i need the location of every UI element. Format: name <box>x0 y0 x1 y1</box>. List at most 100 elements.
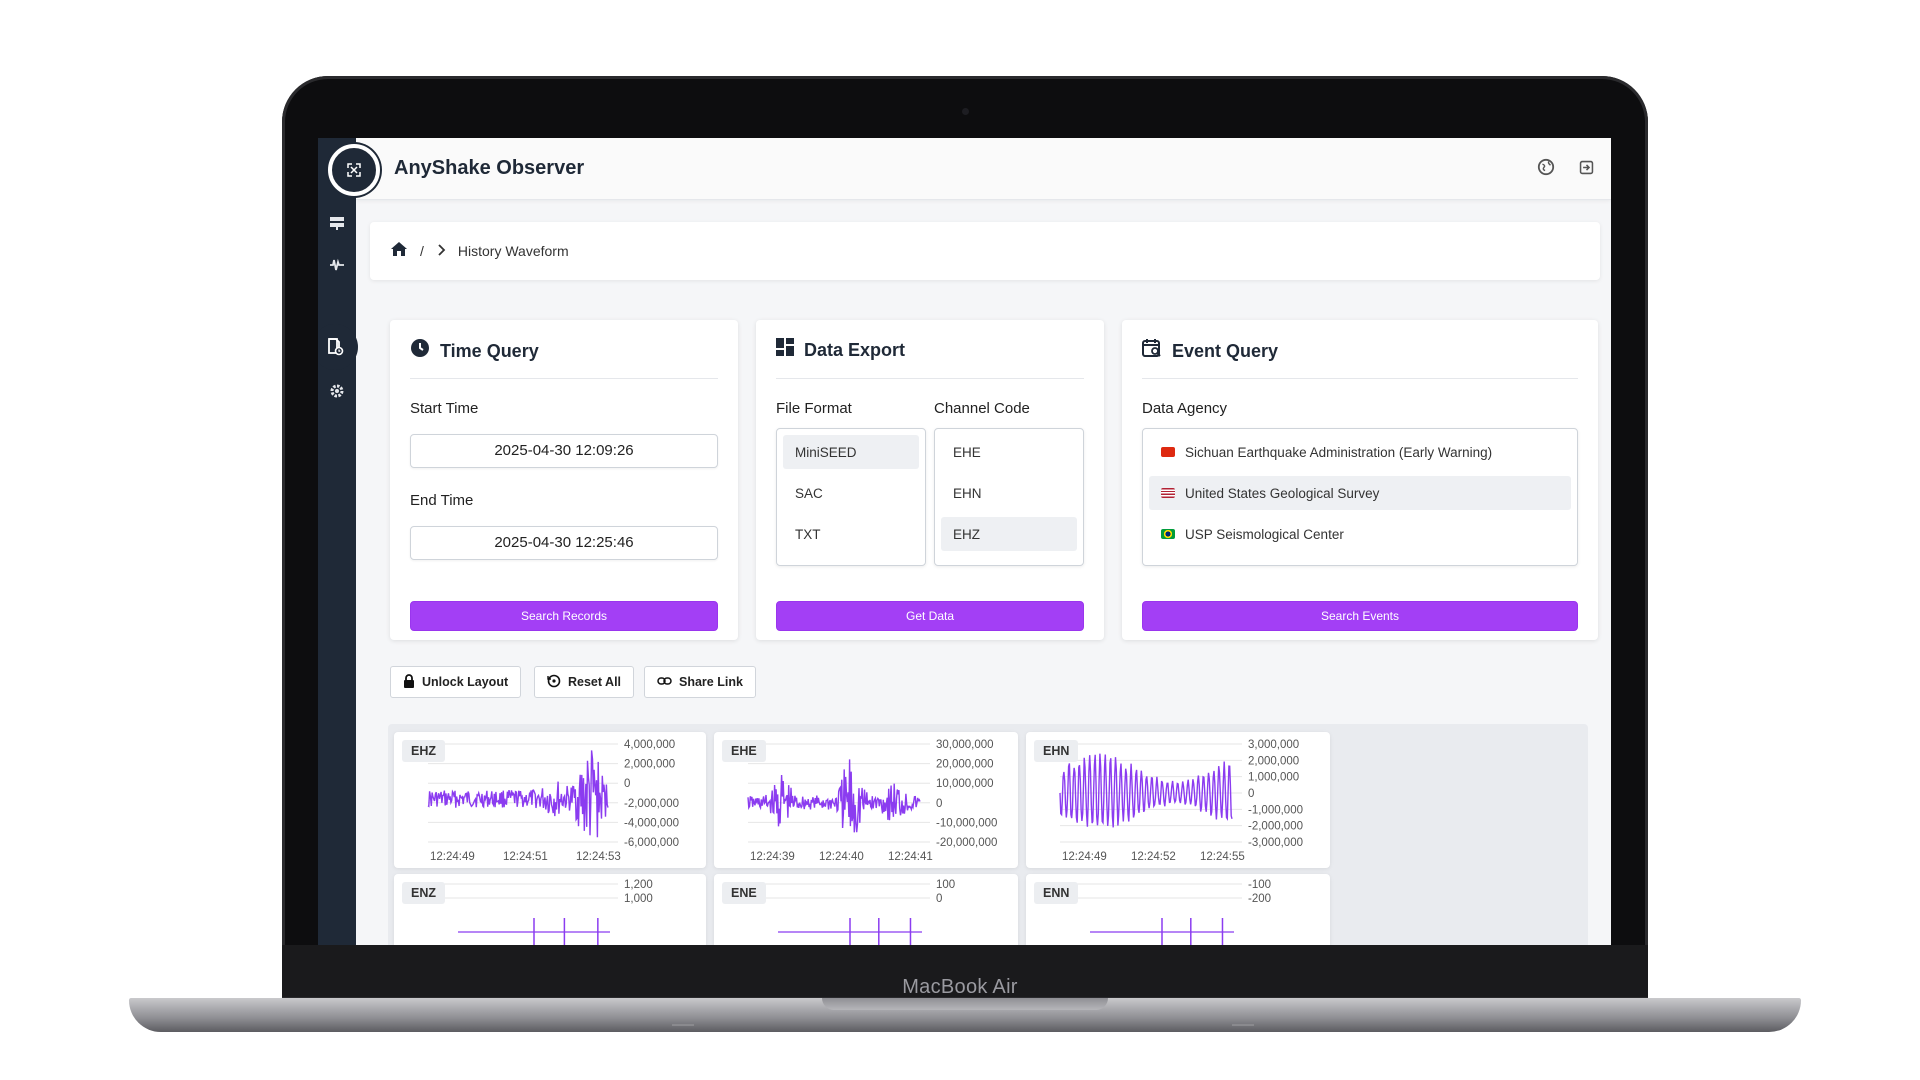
data-export-title: Data Export <box>804 339 906 360</box>
y-tick-label: -20,000,000 <box>936 837 997 849</box>
agency-label: Sichuan Earthquake Administration (Early… <box>1185 444 1493 460</box>
laptop-notch <box>822 998 1108 1010</box>
waveform-icon[interactable] <box>324 252 350 278</box>
channel-code-list[interactable]: EHE EHN EHZ <box>934 428 1084 566</box>
lock-icon <box>403 673 415 691</box>
clock-icon <box>410 338 430 364</box>
file-format-list[interactable]: MiniSEED SAC TXT <box>776 428 926 566</box>
format-option[interactable]: SAC <box>795 485 823 501</box>
share-link-button[interactable]: Share Link <box>644 666 756 698</box>
logout-icon[interactable] <box>1575 156 1597 178</box>
waveform-svg: 30,000,000 20,000,000 10,000,000 0 -10,000,0… <box>747 739 997 863</box>
x-tick-label: 12:24:55 <box>1200 851 1245 863</box>
get-data-button[interactable]: Get Data <box>776 601 1084 631</box>
x-tick-label: 12:24:39 <box>750 851 795 863</box>
card-title: Time Query <box>410 338 539 364</box>
channel-code-label: Channel Code <box>934 400 1030 417</box>
waveform-chart-enn[interactable]: -100 -200 ENN <box>1026 874 1330 946</box>
waveform-svg: 3,000,000 2,000,000 1,000,000 0 -1,000,000 -2… <box>1059 739 1303 863</box>
unlock-layout-button[interactable]: Unlock Layout <box>390 666 522 698</box>
y-tick-label: -4,000,000 <box>624 817 679 829</box>
y-tick-label: 0 <box>1248 788 1254 800</box>
reset-all-label: Reset All <box>568 675 622 689</box>
search-records-button[interactable]: Search Records <box>410 601 718 631</box>
waveform-svg: 1,200 1,000 <box>428 879 653 946</box>
share-link-label: Share Link <box>679 675 743 689</box>
breadcrumb-separator: / <box>420 243 424 259</box>
settings-icon[interactable] <box>324 378 350 404</box>
reset-icon <box>547 674 561 691</box>
history-icon[interactable] <box>318 324 358 370</box>
channel-option[interactable]: EHN <box>953 485 982 501</box>
y-tick-label: -2,000,000 <box>624 798 679 810</box>
sidebar <box>318 138 356 946</box>
laptop-foot <box>1232 1024 1254 1026</box>
waveform-svg: -100 -200 <box>1060 879 1271 946</box>
laptop-chin <box>282 945 1648 997</box>
format-option[interactable]: MiniSEED <box>783 435 919 469</box>
x-tick-label: 12:24:41 <box>888 851 933 863</box>
y-tick-label: -2,000,000 <box>1248 821 1303 833</box>
waveform-chart-ehe[interactable]: 30,000,000 20,000,000 10,000,000 0 -10,000,0… <box>714 732 1018 868</box>
y-tick-label: -100 <box>1248 879 1271 891</box>
divider <box>410 378 718 379</box>
camera <box>962 108 969 115</box>
agency-label: USP Seismological Center <box>1185 526 1344 542</box>
format-option[interactable]: TXT <box>795 526 821 542</box>
event-query-title: Event Query <box>1172 340 1279 361</box>
y-tick-label: 3,000,000 <box>1248 739 1299 751</box>
data-agency-list[interactable]: Sichuan Earthquake Administration (Early… <box>1142 428 1578 566</box>
channel-label: EHN <box>1034 740 1079 762</box>
x-tick-label: 12:24:49 <box>430 851 475 863</box>
laptop-foot <box>672 1024 694 1026</box>
china-flag-icon <box>1161 447 1175 457</box>
station-icon[interactable] <box>324 210 350 236</box>
search-events-button[interactable]: Search Events <box>1142 601 1578 631</box>
agency-label: United States Geological Survey <box>1185 485 1380 501</box>
calendar-search-icon <box>1142 338 1162 364</box>
y-tick-label: 100 <box>936 879 955 891</box>
y-tick-label: -3,000,000 <box>1248 837 1303 849</box>
breadcrumb: / History Waveform <box>370 222 1600 280</box>
end-time-input[interactable]: 2025-04-30 12:25:46 <box>410 526 718 560</box>
start-time-input[interactable]: 2025-04-30 12:09:26 <box>410 434 718 468</box>
waveform-chart-ehz[interactable]: 4,000,000 2,000,000 0 -2,000,000 -4,000,000 -… <box>394 732 706 868</box>
channel-label: EHE <box>722 740 766 762</box>
x-tick-label: 12:24:51 <box>503 851 548 863</box>
time-query-title: Time Query <box>440 340 539 361</box>
unlock-layout-label: Unlock Layout <box>422 675 509 689</box>
breadcrumb-current: History Waveform <box>457 243 569 259</box>
agency-option[interactable]: Sichuan Earthquake Administration (Early… <box>1149 435 1571 469</box>
expand-logo-icon[interactable] <box>328 144 380 196</box>
channel-label: ENE <box>722 882 766 904</box>
divider <box>776 378 1084 379</box>
agency-option[interactable]: USP Seismological Center <box>1149 517 1571 551</box>
x-tick-label: 12:24:52 <box>1131 851 1176 863</box>
link-icon <box>657 675 672 689</box>
waveform-svg: 4,000,000 2,000,000 0 -2,000,000 -4,000,000 -… <box>427 739 679 863</box>
x-tick-label: 12:24:53 <box>576 851 621 863</box>
y-tick-label: 4,000,000 <box>624 739 675 751</box>
card-title: Data Export <box>776 338 905 362</box>
waveform-chart-enz[interactable]: 1,200 1,000 ENZ <box>394 874 706 946</box>
channel-option[interactable]: EHE <box>953 444 981 460</box>
dashboard-icon <box>776 338 794 362</box>
waveform-trace <box>427 750 609 838</box>
agency-option[interactable]: United States Geological Survey <box>1149 476 1571 510</box>
file-format-label: File Format <box>776 400 852 417</box>
card-title: Event Query <box>1142 338 1278 364</box>
y-tick-label: 2,000,000 <box>1248 755 1299 767</box>
y-tick-label: 2,000,000 <box>624 759 675 771</box>
y-tick-label: 10,000,000 <box>936 778 994 790</box>
usa-flag-icon <box>1161 488 1175 498</box>
waveform-chart-ene[interactable]: 100 0 ENE <box>714 874 1018 946</box>
y-tick-label: -1,000,000 <box>1248 804 1303 816</box>
globe-icon[interactable] <box>1535 156 1557 178</box>
y-tick-label: 20,000,000 <box>936 759 994 771</box>
reset-all-button[interactable]: Reset All <box>534 666 635 698</box>
channel-option[interactable]: EHZ <box>941 517 1077 551</box>
y-tick-label: -200 <box>1248 893 1271 905</box>
channel-label: EHZ <box>402 740 445 762</box>
home-icon[interactable] <box>390 241 408 262</box>
waveform-chart-ehn[interactable]: 3,000,000 2,000,000 1,000,000 0 -1,000,000 -2… <box>1026 732 1330 868</box>
